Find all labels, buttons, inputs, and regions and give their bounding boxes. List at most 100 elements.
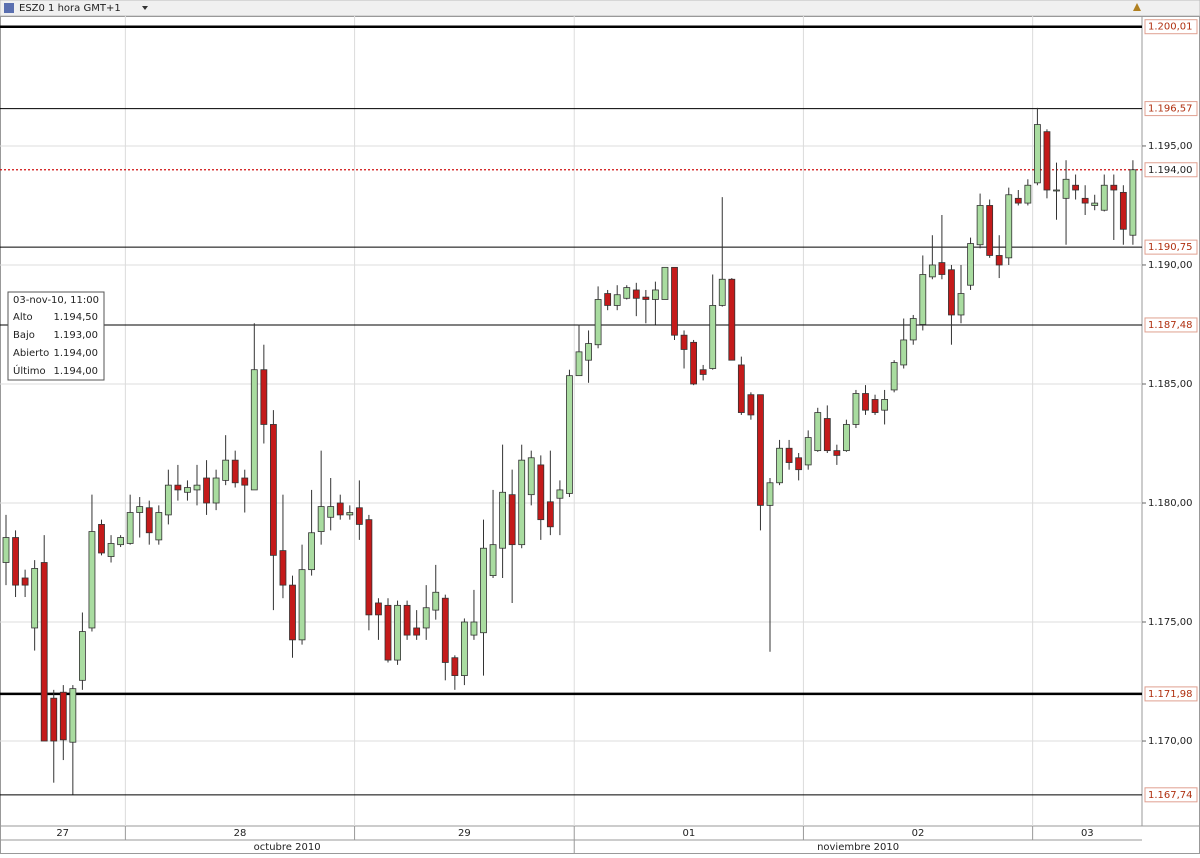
header-bar	[0, 0, 1200, 17]
info-date: 03-nov-10, 11:00	[13, 295, 99, 306]
candle-body	[31, 568, 39, 629]
candle-body	[728, 278, 736, 361]
candle-body	[12, 537, 19, 586]
info-value: 1.194,50	[53, 312, 98, 323]
candle-body	[193, 484, 201, 491]
candle-body	[556, 489, 564, 499]
candle-body	[881, 399, 888, 411]
y-tick-label: 1.185,00	[1148, 379, 1193, 390]
candle-body	[126, 512, 134, 544]
candle-body	[671, 266, 678, 336]
candle-body	[250, 369, 258, 491]
y-tick-label: 1.175,00	[1148, 617, 1193, 628]
candle-body	[1014, 197, 1022, 204]
candle-body	[843, 424, 850, 452]
candle-body	[1081, 197, 1089, 204]
candle-body	[21, 577, 29, 586]
candle-body	[327, 506, 335, 518]
x-tick-label: 29	[458, 828, 471, 839]
candle-body	[489, 544, 497, 576]
x-tick-label: 01	[682, 828, 695, 839]
candle-body	[117, 537, 124, 546]
candle-body	[871, 399, 879, 413]
level-label-box	[1144, 787, 1198, 803]
candle-body	[948, 269, 955, 316]
candle-body	[776, 447, 783, 484]
candle-body	[986, 205, 994, 256]
candle-body	[632, 289, 640, 299]
candle-body	[279, 550, 287, 586]
chart-title[interactable]: ESZ0 1 hora GMT+1	[19, 3, 121, 14]
candle-body	[50, 697, 58, 742]
candle-body	[1072, 184, 1079, 191]
candle-body	[661, 266, 669, 300]
level-label: 1.187,48	[1148, 320, 1193, 331]
candle-body	[231, 459, 239, 484]
candle-body	[508, 494, 516, 546]
candle-body	[59, 691, 67, 741]
y-tick-label: 1.170,00	[1148, 736, 1193, 747]
candle-body	[432, 591, 440, 611]
candle-body	[336, 502, 344, 516]
candle-body	[1053, 189, 1060, 192]
candle-body	[40, 562, 48, 742]
candle-body	[518, 459, 526, 546]
level-label-box	[1144, 317, 1198, 333]
candle-body	[451, 657, 459, 676]
candle-body	[394, 604, 401, 661]
info-label: Alto	[13, 312, 33, 323]
candle-body	[260, 369, 268, 425]
level-label: 1.200,01	[1148, 22, 1193, 33]
candle-body	[795, 457, 803, 471]
level-label-box	[1144, 101, 1198, 117]
candle-body	[1129, 169, 1137, 236]
level-label: 1.171,98	[1148, 689, 1193, 700]
level-label-box	[1144, 686, 1198, 702]
y-tick-label: 1.190,00	[1148, 260, 1193, 271]
candle-body	[164, 484, 172, 516]
x-tick-label: 02	[912, 828, 925, 839]
last-price-label: 1.194,00	[1148, 165, 1193, 176]
candle-body	[957, 293, 965, 316]
candle-body	[928, 264, 936, 278]
candle-body	[613, 294, 621, 306]
candle-body	[900, 339, 908, 366]
candle-body	[499, 491, 507, 549]
info-label: Bajo	[13, 330, 35, 341]
candle-body	[203, 477, 210, 504]
candle-body	[1034, 124, 1041, 184]
candle-body	[699, 369, 707, 375]
candle-body	[680, 334, 688, 350]
candle-body	[2, 537, 10, 563]
candle-body	[289, 584, 296, 641]
candle-body	[976, 205, 984, 246]
dropdown-arrow[interactable]	[142, 6, 148, 10]
month-label: noviembre 2010	[817, 842, 899, 853]
candle-body	[298, 569, 306, 641]
candle-body	[79, 631, 86, 681]
candle-body	[346, 512, 354, 516]
candle-body	[737, 364, 745, 413]
level-label: 1.167,74	[1148, 790, 1193, 801]
candle-body	[422, 607, 430, 629]
alert-icon[interactable]	[1133, 3, 1141, 11]
candle-body	[1100, 184, 1108, 211]
candle-body	[909, 318, 917, 341]
candle-body	[403, 604, 411, 636]
info-value: 1.194,00	[53, 366, 98, 377]
candle-body	[718, 278, 726, 306]
level-label-box	[1144, 19, 1198, 35]
info-box-bg	[7, 291, 105, 381]
candle-body	[823, 418, 831, 452]
candle-body	[804, 437, 812, 466]
candle-body	[747, 394, 755, 416]
candle-body	[1110, 184, 1118, 191]
candle-body	[642, 296, 650, 300]
candle-body	[317, 506, 325, 532]
info-box: 03-nov-10, 11:00 Alto 1.194,50 Bajo 1.193,00…	[7, 291, 105, 381]
candle-body	[365, 519, 373, 616]
candle-body	[69, 688, 77, 743]
candle-body	[527, 457, 535, 496]
candle-body	[1024, 184, 1032, 204]
candle-body	[480, 547, 487, 634]
